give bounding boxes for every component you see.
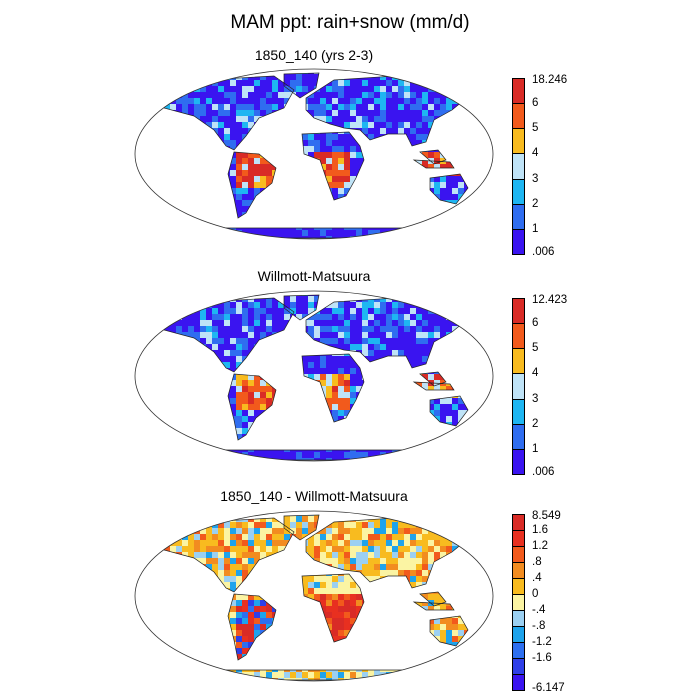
colorbar-swatch (512, 642, 525, 659)
colorbar-label: 1 (532, 442, 539, 455)
colorbar-swatch (512, 103, 525, 130)
colorbar-swatch (512, 323, 525, 350)
coastline-indonesia (412, 601, 455, 611)
colorbar-label: 5 (532, 342, 539, 355)
colorbar-swatch (512, 78, 525, 105)
coastline-indonesia (412, 159, 455, 169)
colorbar-swatch (512, 674, 525, 691)
coastline-seAsia (419, 591, 447, 607)
panel-title-diff: 1850_140 - Willmott-Matsuura (220, 488, 408, 504)
colorbar-swatch (512, 423, 525, 450)
coastline-greenland (283, 72, 320, 99)
colorbar-label: -1.6 (532, 652, 552, 664)
colorbar-label: 6 (532, 97, 539, 110)
colorbar-label: 3 (532, 392, 539, 405)
map-clip-group (155, 72, 475, 239)
colorbar-label: -.4 (532, 604, 546, 616)
colorbar-swatch (512, 578, 525, 595)
colorbar-label: 3 (532, 172, 539, 185)
land-grid-cells (156, 295, 474, 460)
colorbar-label: 2 (532, 197, 539, 210)
colorbar-swatch (512, 448, 525, 475)
colorbar-swatch (512, 298, 525, 325)
colorbar-label: 8.549 (532, 510, 561, 522)
colorbar-label: .8 (532, 556, 542, 568)
coastline-australia (429, 615, 469, 647)
colorbar-label: 4 (532, 147, 539, 160)
precip-map-model (134, 68, 494, 240)
coastline-greenland (283, 294, 320, 321)
colorbar-swatch (512, 128, 525, 155)
colorbar-swatch (512, 178, 525, 205)
precip-map-obs (134, 290, 494, 462)
colorbar-swatch (512, 594, 525, 611)
colorbar-label: 5 (532, 122, 539, 135)
colorbar-swatch (512, 610, 525, 627)
colorbar-label: -1.2 (532, 636, 552, 648)
colorbar-swatch (512, 203, 525, 230)
colorbar-label: 12.423 (532, 294, 568, 306)
colorbar-model: 18.246 6 5 4 3 2 1 .006 (512, 74, 602, 258)
coastline-australia (429, 395, 469, 427)
coastline-indonesia (412, 381, 455, 391)
map-frame (134, 68, 494, 240)
map-clip-group (155, 294, 475, 461)
colorbar-label: 18.246 (532, 74, 568, 86)
colorbar-label: -.8 (532, 620, 546, 632)
colorbar-label: 6 (532, 317, 539, 330)
map-frame (134, 510, 494, 682)
map-clip-group (155, 514, 475, 681)
colorbar-swatch (512, 530, 525, 547)
colorbar-swatch (512, 398, 525, 425)
coastline-africa (301, 573, 365, 643)
colorbar-swatch (512, 373, 525, 400)
colorbar-label: -6.147 (532, 682, 565, 694)
coastline-africa (301, 131, 365, 201)
panel-title-model: 1850_140 (yrs 2-3) (254, 47, 374, 63)
colorbar-obs: 12.423 6 5 4 3 2 1 .006 (512, 294, 602, 478)
colorbar-label: .006 (532, 466, 555, 478)
land-grid-cells (156, 515, 474, 680)
difference-map (134, 510, 494, 682)
coastline-southAmerica (227, 151, 277, 219)
coastline-greenland (283, 514, 320, 541)
colorbar-swatch (512, 658, 525, 675)
colorbar-label: 4 (532, 367, 539, 380)
colorbar-label: .4 (532, 572, 542, 584)
colorbar-swatch (512, 626, 525, 643)
colorbar-label: 1 (532, 222, 539, 235)
coastline-seAsia (419, 149, 447, 165)
colorbar-swatch (512, 546, 525, 563)
colorbar-label: 1.6 (532, 524, 548, 536)
coastline-australia (429, 173, 469, 205)
colorbar-label: 1.2 (532, 540, 548, 552)
colorbar-label: .006 (532, 246, 555, 258)
coastline-southAmerica (227, 593, 277, 661)
colorbar-swatch (512, 514, 525, 531)
coastline-africa (301, 353, 365, 423)
coastline-seAsia (419, 371, 447, 387)
panel-title-obs: Willmott-Matsuura (257, 268, 371, 284)
colorbar-label: 0 (532, 588, 539, 600)
map-frame (134, 290, 494, 462)
colorbar-swatch (512, 153, 525, 180)
colorbar-swatch (512, 348, 525, 375)
coastline-southAmerica (227, 373, 277, 441)
colorbar-swatch (512, 562, 525, 579)
colorbar-diff: 8.549 1.6 1.2 .8 .4 0 -.4 -.8 -1.2 -1.6 -6.147 (512, 510, 602, 694)
colorbar-label: 2 (532, 417, 539, 430)
colorbar-swatch (512, 228, 525, 255)
land-grid-cells (156, 73, 474, 238)
figure-title: MAM ppt: rain+snow (mm/d) (230, 12, 470, 33)
